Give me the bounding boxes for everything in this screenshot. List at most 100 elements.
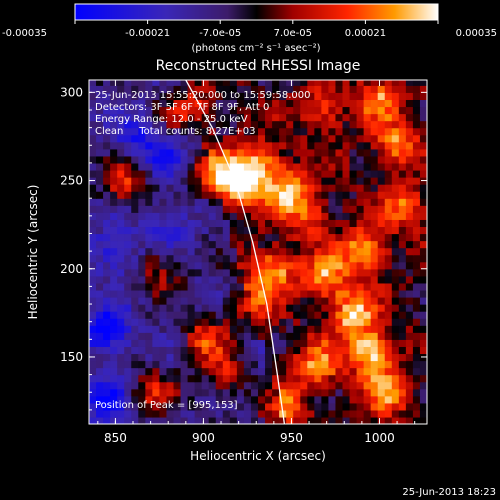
heatmap-cell (370, 240, 379, 249)
heatmap-cell (356, 416, 365, 424)
heatmap-cell (131, 198, 139, 206)
heatmap-cell (236, 219, 245, 228)
heatmap-cell (321, 205, 330, 213)
heatmap-cell (166, 198, 175, 206)
heatmap-cell (314, 113, 322, 122)
heatmap-cell (89, 80, 97, 86)
heatmap-cell (222, 162, 231, 171)
heatmap-cell (300, 304, 308, 312)
heatmap-cell (180, 191, 189, 199)
heatmap-cell (201, 381, 210, 390)
heatmap-cell (363, 318, 372, 326)
heatmap-cell (187, 304, 196, 312)
heatmap-cell (187, 169, 196, 178)
heatmap-cell (405, 127, 414, 136)
heatmap-cell (377, 148, 386, 157)
heatmap-cell (236, 113, 245, 122)
heatmap-cell (138, 191, 146, 199)
heatmap-cell (265, 169, 273, 178)
heatmap-cell (166, 99, 175, 108)
heatmap-cell (279, 233, 287, 242)
heatmap-cell (384, 388, 393, 397)
heatmap-cell (265, 240, 273, 249)
heatmap-cell (356, 127, 365, 136)
heatmap-cell (363, 275, 372, 284)
heatmap-cell (405, 155, 414, 164)
heatmap-cell (419, 99, 427, 108)
heatmap-cell (201, 296, 210, 305)
heatmap-cell (166, 148, 175, 157)
heatmap-cell (187, 346, 196, 355)
heatmap-cell (166, 261, 175, 270)
heatmap-cell (208, 247, 217, 256)
heatmap-cell (243, 113, 252, 122)
heatmap-cell (96, 409, 104, 418)
heatmap-cell (117, 395, 125, 404)
heatmap-cell (117, 289, 125, 298)
heatmap-cell (145, 233, 153, 242)
heatmap-cell (356, 289, 365, 298)
heatmap-cell (145, 388, 153, 397)
heatmap-cell (89, 212, 97, 220)
heatmap-cell (145, 169, 153, 178)
heatmap-cell (173, 184, 182, 192)
heatmap-cell (279, 85, 287, 93)
heatmap-cell (363, 304, 372, 312)
heatmap-cell (356, 134, 365, 143)
heatmap-cell (286, 106, 294, 115)
heatmap-cell (131, 212, 139, 220)
heatmap-cell (194, 416, 203, 424)
heatmap-cell (173, 381, 182, 390)
heatmap-cell (180, 395, 189, 404)
heatmap-cell (419, 388, 427, 397)
heatmap-cell (349, 353, 358, 362)
heatmap-cell (215, 268, 224, 277)
heatmap-cell (314, 148, 322, 157)
heatmap-cell (117, 339, 125, 347)
heatmap-cell (391, 346, 400, 355)
heatmap-cell (201, 289, 210, 298)
heatmap-cell (194, 339, 203, 347)
heatmap-cell (258, 184, 266, 192)
heatmap-cell (229, 275, 238, 284)
heatmap-cell (293, 325, 301, 333)
heatmap-cell (377, 177, 386, 185)
heatmap-cell (201, 374, 210, 383)
heatmap-cell (131, 92, 139, 101)
heatmap-cell (293, 289, 301, 298)
heatmap-cell (391, 353, 400, 362)
heatmap-cell (328, 289, 337, 298)
heatmap-cell (314, 85, 322, 93)
heatmap-cell (173, 141, 182, 150)
heatmap-cell (321, 148, 330, 157)
heatmap-cell (180, 296, 189, 305)
heatmap-cell (124, 289, 132, 298)
heatmap-cell (89, 120, 97, 129)
heatmap-cell (152, 219, 161, 228)
heatmap-cell (356, 85, 365, 93)
heatmap-cell (180, 155, 189, 164)
heatmap-cell (293, 99, 301, 108)
heatmap-cell (96, 254, 104, 263)
heatmap-cell (180, 339, 189, 347)
heatmap-cell (363, 219, 372, 228)
heatmap-cell (159, 367, 168, 376)
heatmap-cell (349, 233, 358, 242)
heatmap-cell (138, 360, 146, 369)
heatmap-cell (384, 247, 393, 256)
heatmap-cell (187, 226, 196, 235)
heatmap-cell (349, 247, 358, 256)
heatmap-cell (166, 381, 175, 390)
heatmap-cell (131, 360, 139, 369)
heatmap-cell (391, 416, 400, 424)
heatmap-cell (236, 177, 245, 185)
heatmap-cell (272, 374, 280, 383)
heatmap-cell (250, 205, 259, 213)
heatmap-cell (286, 92, 294, 101)
heatmap-cell (349, 388, 358, 397)
heatmap-cell (166, 311, 175, 319)
heatmap-cell (279, 247, 287, 256)
heatmap-cell (314, 233, 322, 242)
heatmap-cell (194, 127, 203, 136)
heatmap-cell (166, 212, 175, 220)
